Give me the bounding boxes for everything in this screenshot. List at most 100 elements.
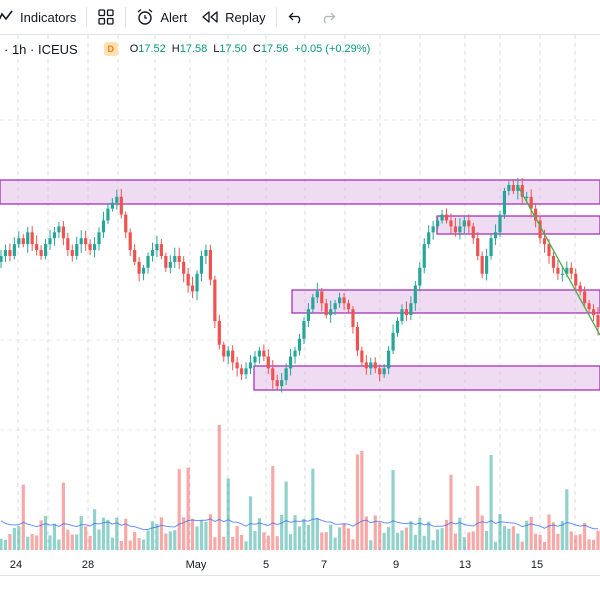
indicators-button[interactable]: Indicators xyxy=(0,0,76,34)
candle xyxy=(387,346,391,375)
candle xyxy=(231,345,235,371)
candle-body xyxy=(159,244,163,256)
volume-bar xyxy=(333,537,337,550)
volume-bar xyxy=(400,530,404,550)
alert-button[interactable]: Alert xyxy=(136,0,187,34)
candle xyxy=(404,301,409,321)
candle-body xyxy=(182,261,186,274)
candle xyxy=(440,209,444,224)
price-zone xyxy=(291,289,600,314)
candle-body xyxy=(320,291,324,304)
candle xyxy=(208,244,212,286)
volume-bar xyxy=(293,515,297,550)
candle-body xyxy=(400,309,404,322)
replay-button[interactable]: Replay xyxy=(201,0,266,34)
candle xyxy=(507,181,511,196)
volume-bar xyxy=(39,520,43,550)
volume-bar xyxy=(208,514,212,550)
candle xyxy=(329,300,333,323)
candle xyxy=(480,251,484,279)
candle-body xyxy=(587,303,591,310)
candle-body xyxy=(231,350,235,363)
candle-body xyxy=(578,285,582,292)
candle xyxy=(128,228,132,256)
candle xyxy=(146,252,150,274)
candle-body xyxy=(534,208,538,221)
candle-body xyxy=(177,255,181,262)
rewind-icon xyxy=(201,8,219,26)
candle-body xyxy=(391,332,395,351)
candle-body xyxy=(529,196,533,209)
volume-bar xyxy=(266,535,270,550)
candle xyxy=(12,237,16,260)
volume-bars xyxy=(0,425,600,550)
volume-bar xyxy=(262,532,266,550)
candle-body xyxy=(413,285,417,304)
volume-bar xyxy=(529,516,533,550)
candle xyxy=(52,226,57,246)
candle-body xyxy=(480,255,484,274)
candle-body xyxy=(449,220,453,227)
volume-bar xyxy=(35,535,39,550)
candle xyxy=(199,250,204,282)
delayed-data-badge[interactable]: D xyxy=(103,42,118,56)
candle xyxy=(271,360,275,389)
candle xyxy=(493,224,498,246)
redo-button[interactable] xyxy=(319,0,337,34)
candle xyxy=(222,341,226,362)
volume-bar xyxy=(124,518,128,550)
volume-bar xyxy=(324,532,328,550)
candle-body xyxy=(525,196,529,199)
candle-body xyxy=(173,255,177,262)
volume-bar xyxy=(141,539,146,550)
candle-body xyxy=(329,309,333,316)
candle xyxy=(293,346,297,364)
volume-bar xyxy=(591,539,596,550)
volume-bar xyxy=(355,454,360,550)
candle-body xyxy=(133,250,137,262)
candle-body xyxy=(591,309,596,316)
candle-body xyxy=(346,303,351,310)
candle xyxy=(511,179,515,195)
ohlc-values: O17.52 H17.58 L17.50 C17.56 +0.05 (+0.29… xyxy=(130,43,371,55)
candle-body xyxy=(257,350,262,357)
volume-bar xyxy=(342,523,346,550)
candle xyxy=(346,299,351,313)
volume-bar xyxy=(182,517,186,550)
candle xyxy=(427,225,431,249)
candle-body xyxy=(97,232,101,245)
volume-bar xyxy=(516,533,520,550)
undo-button[interactable] xyxy=(287,0,305,34)
volume-bar xyxy=(52,523,57,550)
candle xyxy=(288,348,293,376)
candle xyxy=(449,213,453,234)
candle xyxy=(351,306,355,334)
candle xyxy=(17,231,21,249)
volume-bar xyxy=(569,531,573,550)
candle xyxy=(342,293,346,310)
candle-body xyxy=(485,255,489,274)
volume-bar xyxy=(542,541,547,550)
candle xyxy=(529,189,533,218)
volume-bar xyxy=(422,535,426,550)
candle xyxy=(373,357,377,374)
volume-bar xyxy=(137,538,141,550)
volume-bar xyxy=(547,514,551,550)
trendline xyxy=(517,185,600,336)
candle xyxy=(239,364,244,381)
open-value: 17.52 xyxy=(138,43,166,55)
volume-bar xyxy=(337,527,342,550)
volume-bar xyxy=(84,526,88,550)
candle xyxy=(476,232,480,261)
time-axis-label: 9 xyxy=(393,559,399,571)
low-value: 17.50 xyxy=(219,43,247,55)
candle xyxy=(436,215,440,230)
candle-body xyxy=(248,362,253,369)
layouts-button[interactable] xyxy=(97,0,115,34)
volume-bar xyxy=(378,522,382,550)
candle xyxy=(244,362,248,380)
volume-bar xyxy=(413,534,417,550)
volume-bar xyxy=(471,531,475,550)
symbol-label[interactable]: · 1h · ICEUS xyxy=(4,41,78,57)
